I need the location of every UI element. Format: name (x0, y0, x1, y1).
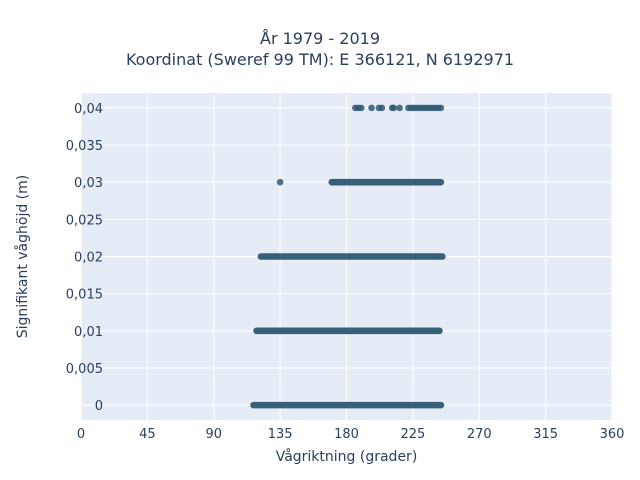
y-tick-label: 0,04 (74, 102, 103, 117)
y-tick-label: 0,03 (74, 176, 103, 191)
x-tick-label: 90 (205, 427, 222, 442)
x-tick-label: 135 (268, 427, 293, 442)
x-axis-ticks: 0 45 90 135 180 225 270 315 360 (77, 427, 625, 442)
data-point (357, 104, 365, 112)
data-point (276, 178, 284, 186)
y-tick-label: 0,035 (66, 139, 103, 154)
data-point (396, 104, 403, 112)
x-tick-label: 315 (533, 427, 558, 442)
y-tick-label: 0 (95, 399, 103, 414)
x-tick-label: 45 (139, 427, 156, 442)
y-axis-ticks: 0 0,005 0,01 0,015 0,02 0,025 0,03 0,035 0,04 (66, 102, 103, 414)
x-tick-label: 180 (334, 427, 359, 442)
y-tick-label: 0,015 (66, 288, 103, 303)
data-point (378, 104, 386, 112)
x-tick-label: 270 (467, 427, 492, 442)
x-tick-label: 360 (600, 427, 625, 442)
y-tick-label: 0,02 (74, 251, 103, 266)
y-tick-label: 0,005 (66, 362, 103, 377)
data-points (250, 104, 446, 409)
y-tick-label: 0,01 (74, 325, 103, 340)
chart-title-line1: År 1979 - 2019 (260, 29, 380, 48)
chart-title-line2: Koordinat (Sweref 99 TM): E 366121, N 61… (125, 50, 515, 69)
data-point (437, 104, 445, 112)
x-axis-title: Vågriktning (grader) (276, 448, 418, 465)
data-point (368, 104, 375, 112)
x-tick-label: 225 (400, 427, 425, 442)
x-tick-label: 0 (77, 427, 85, 442)
y-axis-title: Signifikant våghöjd (m) (14, 175, 31, 338)
data-point (390, 104, 398, 112)
y-tick-label: 0,025 (66, 213, 103, 228)
